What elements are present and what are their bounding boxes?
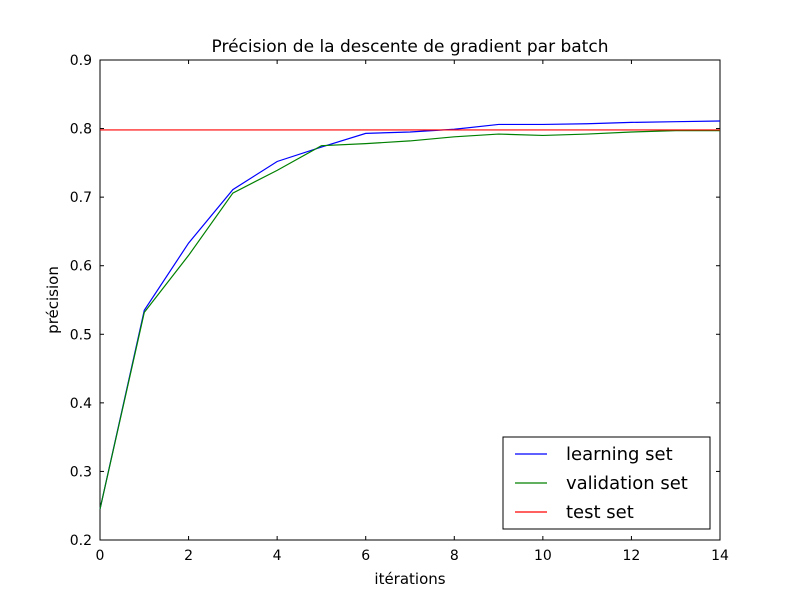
legend-label: validation set — [566, 473, 688, 494]
y-tick-label: 0.3 — [70, 464, 92, 480]
series-line-validation-set — [99, 130, 720, 510]
series-line-learning-set — [99, 120, 721, 510]
y-tick-label: 0.2 — [70, 533, 92, 549]
y-tick-label: 0.7 — [70, 190, 92, 206]
y-tick-label: 0.9 — [70, 53, 92, 69]
y-tick-label: 0.5 — [70, 327, 92, 343]
y-tick-label: 0.8 — [70, 122, 92, 138]
x-tick-label: 14 — [711, 548, 729, 564]
y-tick-label: 0.4 — [70, 396, 92, 412]
x-tick-label: 0 — [96, 548, 105, 564]
x-tick-label: 6 — [361, 548, 370, 564]
x-tick-label: 12 — [623, 548, 641, 564]
legend-label: learning set — [566, 444, 673, 465]
legend: learning set validation set test set — [502, 436, 711, 530]
chart-title: Précision de la descente de gradient par… — [212, 37, 609, 57]
data-series — [99, 120, 721, 510]
x-axis-label: itérations — [374, 570, 445, 588]
legend-label: test set — [566, 502, 634, 523]
x-tick-label: 8 — [450, 548, 459, 564]
x-tick-label: 4 — [273, 548, 282, 564]
x-tick-label: 2 — [184, 548, 193, 564]
x-tick-label: 10 — [534, 548, 552, 564]
legend-entries: learning set validation set test set — [515, 444, 688, 523]
y-tick-label: 0.6 — [70, 259, 92, 275]
axis-ticks: 0 2 4 6 8 10 12 14 0.2 0.3 0.4 0.5 0.6 0.7 0.8 0.9 — [70, 53, 729, 564]
y-axis-label: précision — [44, 266, 62, 334]
